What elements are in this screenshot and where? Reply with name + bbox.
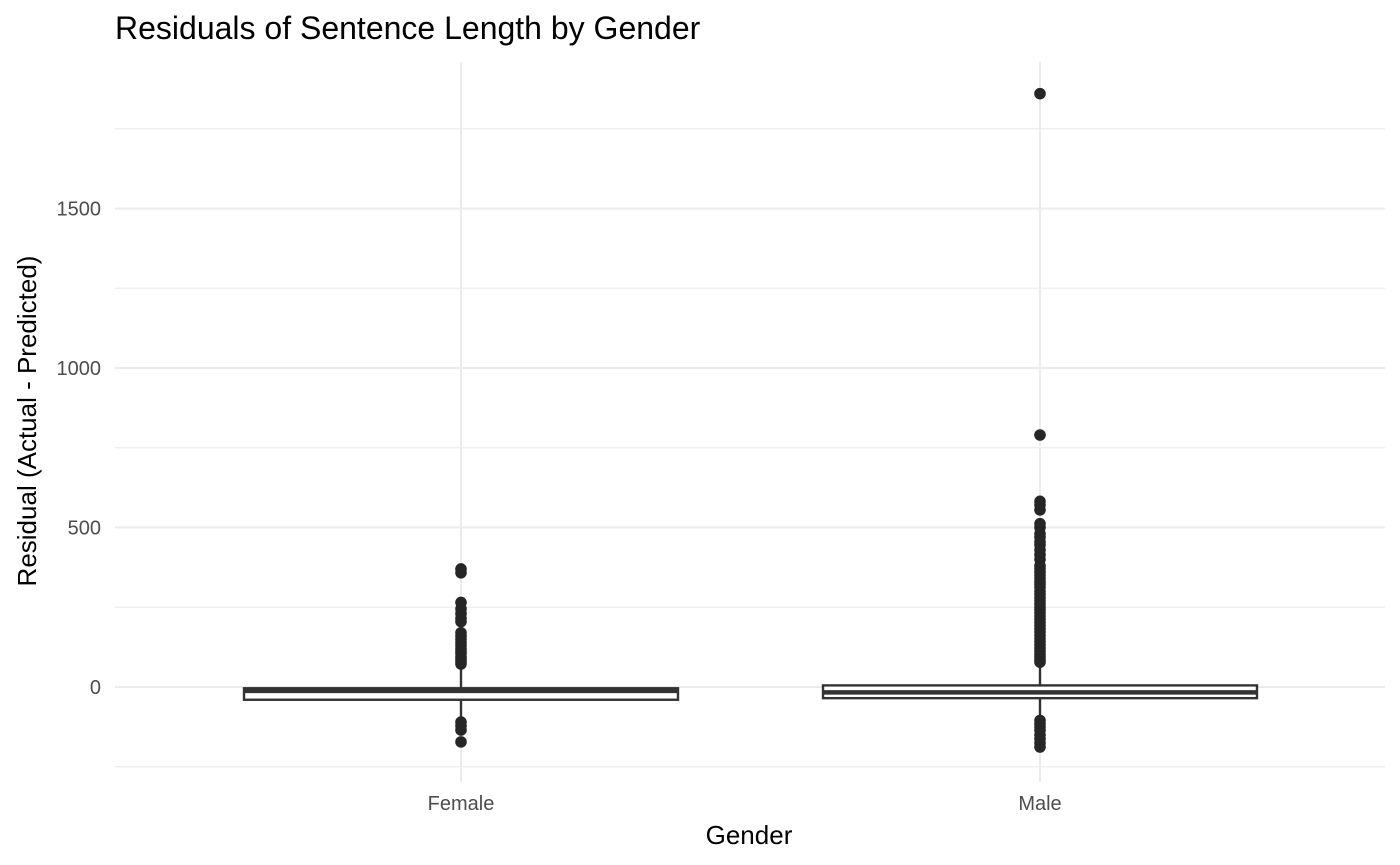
outlier-point-female — [455, 658, 467, 670]
y-tick-label: 500 — [68, 518, 101, 540]
x-axis-title: Gender — [706, 820, 793, 850]
x-tick-label: Female — [428, 793, 495, 815]
outlier-point-male — [1034, 429, 1046, 441]
y-tick-labels: 0 500 1000 1500 — [57, 199, 102, 700]
y-tick-label: 0 — [90, 677, 101, 699]
x-tick-labels: Female Male — [428, 793, 1062, 815]
outlier-point-female — [455, 566, 467, 579]
outlier-point-male — [1034, 656, 1046, 668]
outlier-point-male — [1034, 741, 1046, 753]
outlier-point-female — [455, 736, 467, 748]
outlier-points — [455, 87, 1046, 753]
y-tick-label: 1000 — [57, 358, 102, 380]
outlier-point-female — [455, 615, 467, 628]
y-axis-title: Residual (Actual - Predicted) — [12, 256, 42, 587]
outlier-point-male — [1034, 504, 1046, 516]
box-female — [242, 687, 680, 701]
y-tick-label: 1500 — [57, 199, 102, 221]
x-tick-label: Male — [1018, 793, 1061, 815]
chart-title: Residuals of Sentence Length by Gender — [115, 10, 701, 46]
boxes — [242, 664, 1259, 732]
outlier-point-female — [455, 724, 467, 736]
outlier-point-male — [1034, 87, 1046, 100]
grid — [115, 62, 1385, 782]
